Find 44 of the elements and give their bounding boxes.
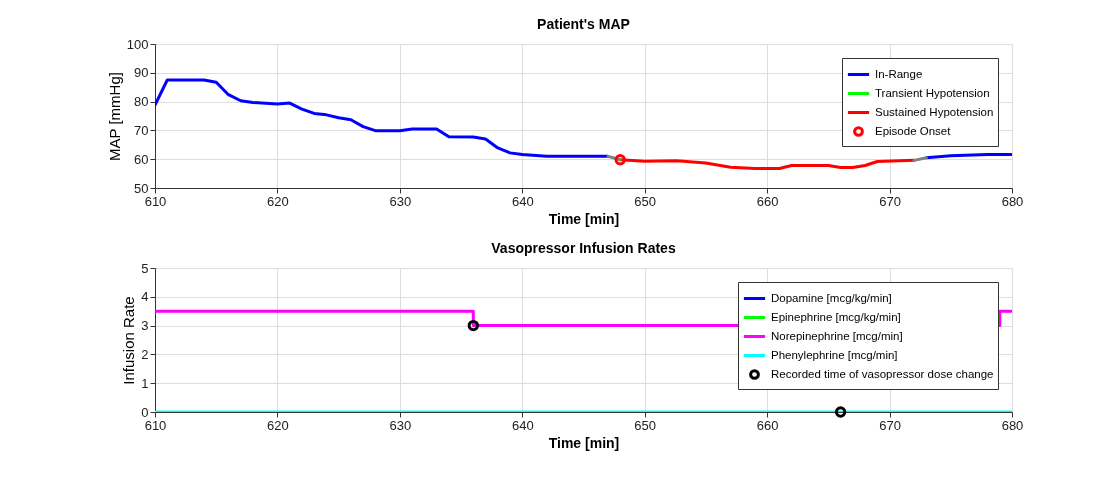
- x-tick-label: 670: [879, 193, 901, 209]
- x-tick-label: 650: [634, 417, 657, 433]
- y-tick-label: 5: [141, 260, 149, 276]
- y-tick-label: 100: [126, 36, 149, 52]
- x-tick-label: 680: [1001, 193, 1024, 209]
- x-tick-label: 630: [389, 193, 412, 209]
- y-tick-label: 90: [134, 65, 149, 81]
- y-tick-label: 80: [134, 94, 149, 110]
- y-tick-label: 60: [134, 151, 149, 167]
- y-tick-label: 3: [141, 318, 149, 334]
- x-tick-label: 660: [756, 193, 779, 209]
- legend-label: Dopamine [mcg/kg/min]: [771, 291, 892, 304]
- chart-title: Patient's MAP: [537, 16, 630, 32]
- line-series: [618, 158, 916, 170]
- y-tick-label: 70: [134, 122, 149, 138]
- x-tick-label: 660: [756, 417, 779, 433]
- x-tick-label: 640: [511, 417, 534, 433]
- x-tick-label: 680: [1001, 417, 1024, 433]
- legend-label: Epinephrine [mcg/kg/min]: [771, 310, 901, 323]
- x-tick-label: 670: [879, 417, 901, 433]
- x-tick-label: 640: [511, 193, 534, 209]
- x-axis-title: Time [min]: [548, 210, 620, 227]
- chart-title: Vasopressor Infusion Rates: [491, 240, 676, 256]
- y-axis-title: MAP [mmHg]: [105, 72, 123, 161]
- legend-label: Norepinephrine [mcg/min]: [771, 329, 903, 342]
- legend-label: Transient Hypotension: [875, 86, 990, 99]
- legend-label: Recorded time of vasopressor dose change: [771, 367, 994, 380]
- y-tick-label: 0: [141, 404, 149, 420]
- y-axis-title: Infusion Rate: [120, 296, 138, 385]
- x-tick-label: 610: [144, 193, 167, 209]
- y-tick-label: 1: [141, 375, 149, 391]
- x-tick-label: 620: [267, 193, 289, 209]
- legend-label: Sustained Hypotension: [875, 105, 994, 118]
- x-tick-label: 610: [144, 417, 167, 433]
- y-tick-label: 4: [141, 289, 149, 305]
- x-axis-title: Time [min]: [548, 434, 620, 451]
- y-tick-label: 50: [134, 180, 149, 196]
- legend-label: Episode Onset: [875, 124, 952, 137]
- x-tick-label: 650: [634, 193, 657, 209]
- legend-label: In-Range: [875, 67, 923, 80]
- legend-label: Phenylephrine [mcg/min]: [771, 348, 898, 361]
- y-tick-label: 2: [141, 346, 149, 362]
- x-tick-label: 630: [389, 417, 412, 433]
- x-tick-label: 620: [267, 417, 289, 433]
